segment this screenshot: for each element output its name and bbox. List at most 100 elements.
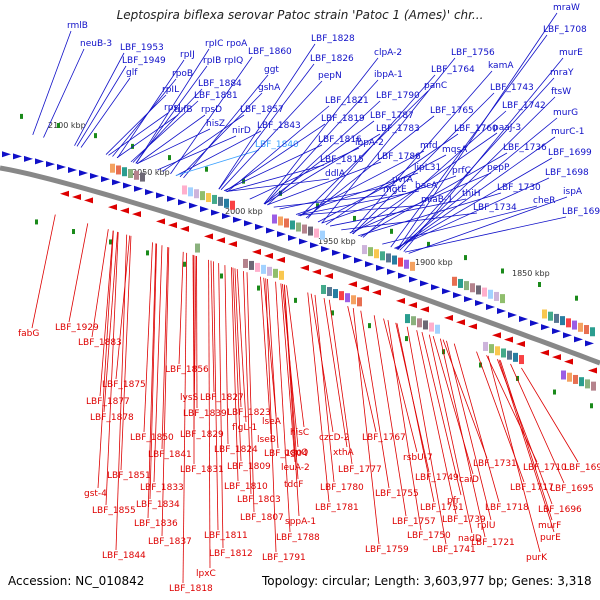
label-leader-upper xyxy=(300,90,429,217)
label-leader-lower xyxy=(328,299,353,465)
gene-label-upper: rpsD xyxy=(201,105,222,115)
label-leader-lower xyxy=(161,247,169,450)
gene-label-lower: LBF_1850 xyxy=(130,433,174,443)
gene-label-upper: LBF_1708 xyxy=(543,25,587,35)
label-leader-upper xyxy=(263,120,375,205)
gene-label-upper: LBF_1743 xyxy=(490,83,534,93)
cog-box-upper xyxy=(308,226,313,236)
reverse-gene-arrow xyxy=(564,358,573,365)
gene-label-lower: pfr xyxy=(447,496,460,506)
gene-label-upper: pepN xyxy=(318,71,342,81)
label-leader-lower xyxy=(149,243,157,500)
gene-label-lower: LBF_1883 xyxy=(78,338,122,348)
forward-gene-arrow xyxy=(398,272,407,279)
label-leader-lower xyxy=(103,231,118,413)
gene-label-upper: mgtE xyxy=(383,185,407,195)
cog-box-upper xyxy=(542,309,547,319)
label-leader-upper xyxy=(341,212,478,231)
gene-label-lower: LBF_1750 xyxy=(407,531,451,541)
cog-box-lower xyxy=(195,243,200,253)
cog-box-upper xyxy=(212,194,217,204)
gene-label-upper: glf xyxy=(126,68,138,78)
label-leader-upper xyxy=(263,57,379,205)
cog-box-upper xyxy=(368,247,373,257)
gene-label-lower: LBF_1837 xyxy=(148,537,192,547)
scale-label-3: 1950 kbp xyxy=(318,237,356,246)
cog-box-upper xyxy=(284,218,289,228)
label-leader-lower xyxy=(446,340,492,521)
gene-label-lower: purK xyxy=(526,553,548,563)
gene-label-upper: LBF_1860 xyxy=(248,47,292,57)
cog-box-upper xyxy=(482,287,487,297)
cog-box-lower xyxy=(495,346,500,356)
accession-text: Accession: NC_010842 xyxy=(8,574,145,588)
label-leader-upper xyxy=(137,114,206,165)
gene-label-lower: fabG xyxy=(18,329,39,339)
label-leader-upper xyxy=(352,92,495,235)
label-leader-lower xyxy=(442,339,488,459)
label-leader-upper xyxy=(408,196,568,254)
cog-box-lower xyxy=(519,355,524,365)
label-leader-upper xyxy=(74,52,125,146)
forward-gene-arrow xyxy=(332,249,341,256)
label-leader-lower xyxy=(115,234,128,551)
genome-summary-text: Topology: circular; Length: 3,603,977 bp… xyxy=(262,574,592,588)
cog-box-lower xyxy=(327,287,332,297)
label-leader-upper xyxy=(396,12,558,250)
gene-label-upper: LBF_1840 xyxy=(255,140,299,150)
label-leader-lower xyxy=(161,247,170,537)
label-leader-upper xyxy=(390,34,548,248)
label-leader-upper xyxy=(394,177,550,249)
label-leader-lower xyxy=(91,229,109,338)
gene-label-upper: neuB-3 xyxy=(80,39,112,49)
forward-gene-arrow xyxy=(321,245,330,252)
cog-box-upper xyxy=(590,327,595,337)
cog-box-upper xyxy=(464,281,469,291)
label-leader-upper xyxy=(325,133,459,226)
gene-label-lower: lysS xyxy=(180,393,199,403)
cog-box-upper xyxy=(128,168,133,178)
label-leader-lower xyxy=(265,278,277,553)
reverse-gene-arrow xyxy=(228,241,237,248)
forward-gene-arrow xyxy=(574,336,583,343)
gene-label-lower: LBF_1791 xyxy=(262,553,306,563)
marker-green xyxy=(294,297,297,303)
gene-label-upper: mraY xyxy=(550,68,574,78)
gene-label-lower: LBF_1755 xyxy=(375,489,419,499)
forward-gene-arrow xyxy=(387,268,396,275)
cog-box-upper xyxy=(548,311,553,321)
label-leader-upper xyxy=(112,78,177,157)
gene-label-lower: LBF_1721 xyxy=(471,538,515,548)
reverse-gene-arrow xyxy=(516,340,525,347)
label-leader-upper xyxy=(223,144,323,192)
label-leader-lower xyxy=(31,214,56,329)
label-leader-lower xyxy=(406,326,447,545)
label-leader-lower xyxy=(105,232,119,506)
label-leader-lower xyxy=(280,283,296,463)
scale-label-5: 1850 kbp xyxy=(512,269,550,278)
reverse-gene-arrow xyxy=(372,289,381,296)
gene-label-lower: xthA xyxy=(333,448,355,458)
forward-gene-arrow xyxy=(409,276,418,283)
cog-box-upper xyxy=(386,253,391,263)
gene-label-lower: lseB xyxy=(257,435,276,445)
label-leader-lower xyxy=(267,278,279,449)
label-leader-upper xyxy=(170,56,253,175)
cog-box-upper xyxy=(374,249,379,259)
cog-box-upper xyxy=(494,291,499,301)
label-leader-upper xyxy=(226,164,325,192)
label-leader-upper xyxy=(108,112,169,156)
gene-label-upper: LBF_1816 xyxy=(318,135,362,145)
label-leader-upper xyxy=(397,77,555,250)
cog-box-upper xyxy=(278,216,283,226)
label-leader-lower xyxy=(432,335,474,475)
scale-label-0: 2100 kbp xyxy=(48,121,86,130)
label-leader-upper xyxy=(399,96,556,251)
gene-label-upper: cheR xyxy=(533,196,555,206)
cog-box-lower xyxy=(405,314,410,324)
gene-label-upper: LBF_1730 xyxy=(497,183,541,193)
cog-box-upper xyxy=(470,283,475,293)
marker-green xyxy=(405,336,408,342)
label-leader-upper xyxy=(395,157,553,250)
label-leader-lower xyxy=(453,343,500,503)
